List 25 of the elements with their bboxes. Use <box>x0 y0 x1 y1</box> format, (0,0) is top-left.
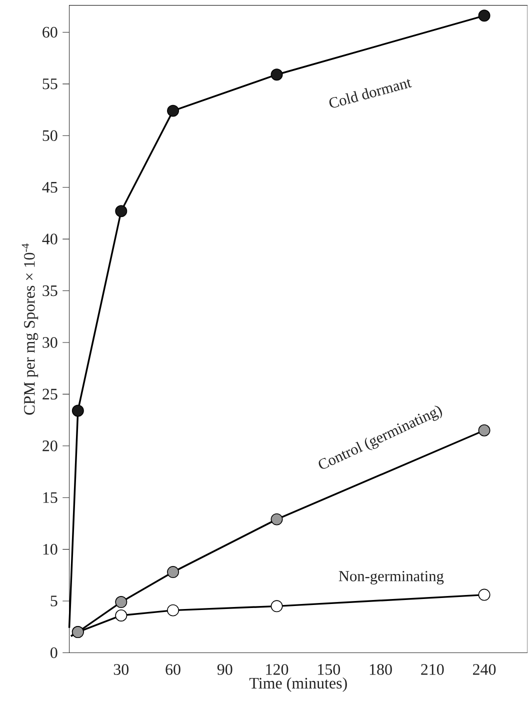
series-label: Non-germinating <box>339 571 444 584</box>
text: Cold dormant <box>330 78 412 108</box>
y-tick-label: 55 <box>43 78 58 90</box>
x-tick-label: 210 <box>421 664 444 675</box>
x-tick-label: 150 <box>318 664 340 675</box>
y-tick-label: 20 <box>42 440 58 452</box>
y-tick-label: 40 <box>42 234 58 244</box>
y-tick-label: 10 <box>44 544 58 555</box>
x-tick-label: 60 <box>166 664 181 675</box>
x-tick-label: 180 <box>370 664 392 675</box>
y-tick-label: 25 <box>42 388 58 400</box>
x-axis-title: Time (minutes) <box>250 677 348 692</box>
y-tick-label: 45 <box>42 182 58 193</box>
y-tick-label: 35 <box>42 285 58 296</box>
y-tick-label: 5 <box>51 596 58 606</box>
y-tick-label: 30 <box>42 337 58 348</box>
y-tick-label: 15 <box>44 492 58 503</box>
x-tick-label: 90 <box>218 664 233 675</box>
y-axis-title: CPM per mg Spores × 10$^{-4}$ <box>22 244 38 415</box>
y-tick-label: 50 <box>43 130 58 142</box>
x-tick-label: 30 <box>114 664 129 675</box>
x-tick-label: 120 <box>266 664 288 675</box>
x-tick-label: 240 <box>473 664 496 675</box>
y-tick-label: 0 <box>50 647 58 658</box>
y-tick-label: 60 <box>42 26 58 38</box>
